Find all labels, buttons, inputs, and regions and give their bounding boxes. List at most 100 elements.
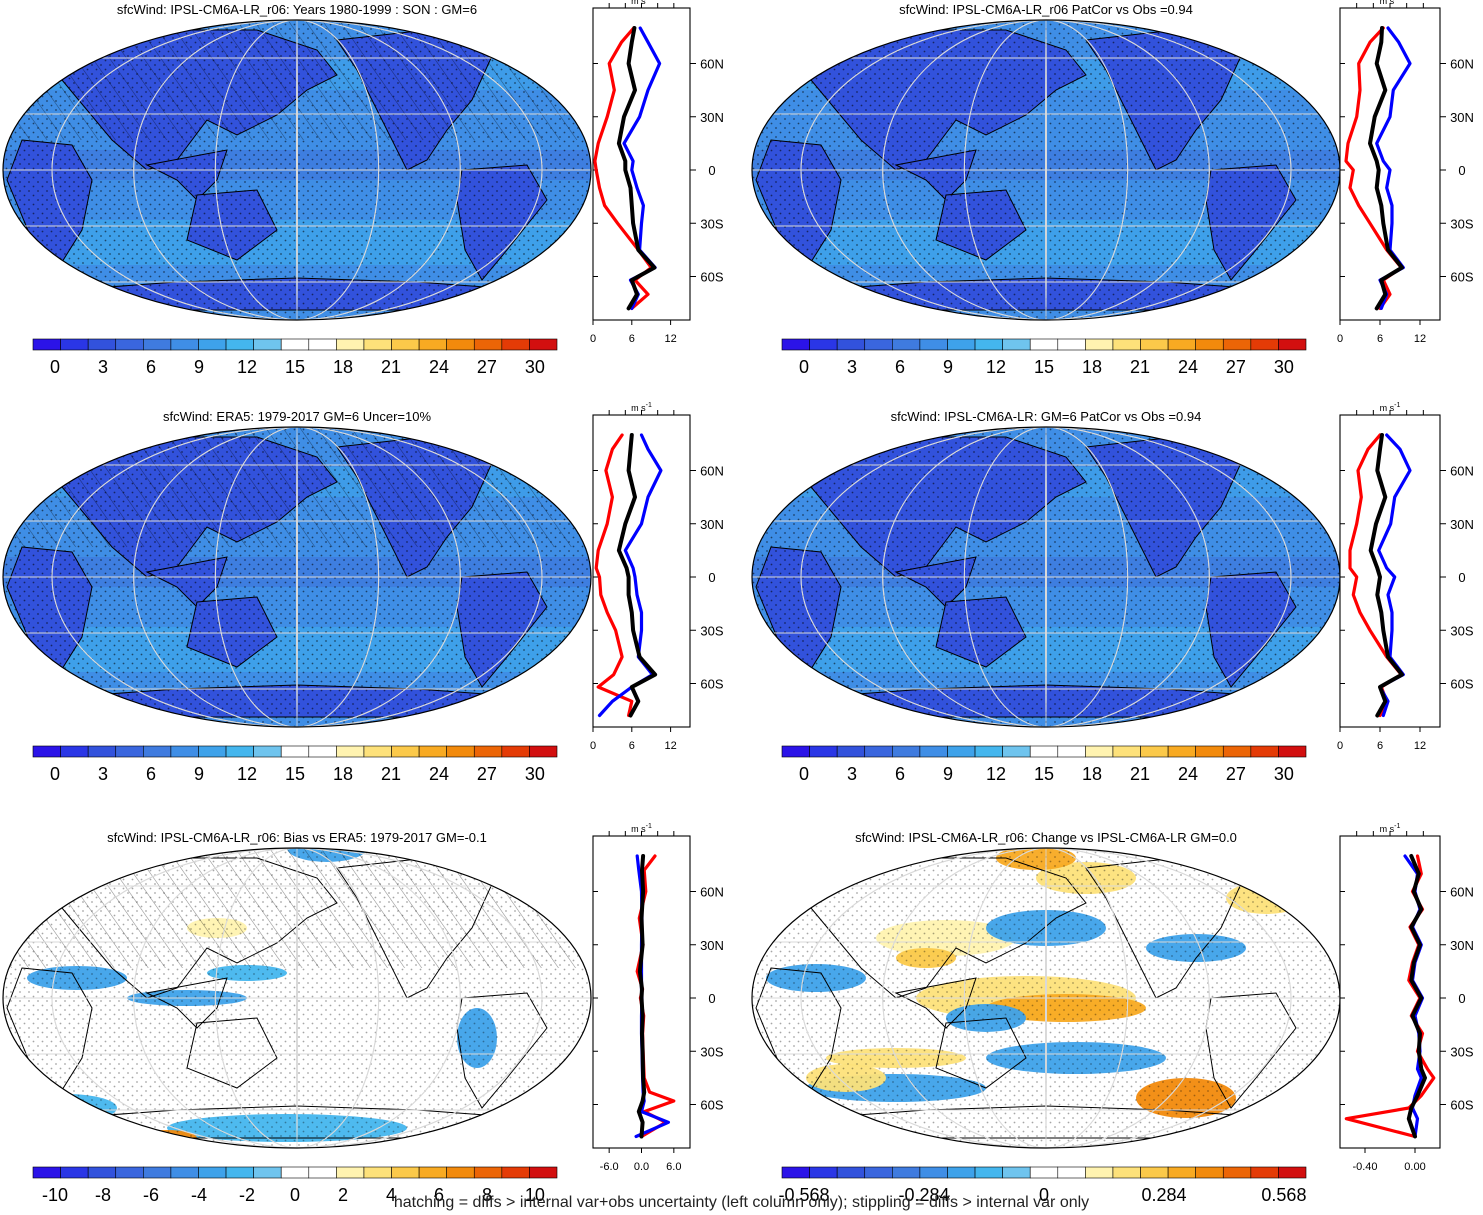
colorbar-swatch [919,1166,948,1179]
colorbar-tick-label: 18 [1082,764,1102,784]
profile-lat-label: 30N [1450,938,1474,953]
colorbar-swatch [501,1166,530,1179]
colorbar-tick-label: 12 [986,357,1006,377]
colorbar-swatch [1112,745,1141,758]
profile-x-label: 6 [629,740,635,752]
colorbar-swatch [280,745,310,758]
profile-lat-label: 30N [700,110,724,125]
colorbar-swatch [919,745,948,758]
profile-x-label: 6.0 [666,1161,681,1173]
profile-x-label: 12 [1414,740,1426,752]
colorbar-tick-label: 3 [847,764,857,784]
colorbar-tick-label: 30 [525,357,545,377]
colorbar-swatch [60,338,89,351]
profile-lat-label: 30N [700,938,724,953]
panel-title: sfcWind: IPSL-CM6A-LR_r06 PatCor vs Obs … [899,2,1193,17]
colorbar-tick-label: 18 [333,764,353,784]
profile-x-label: 0 [1337,740,1343,752]
colorbar-swatch [115,745,144,758]
colorbar-tick-label: 24 [429,357,449,377]
profile-lat-label: 0 [1458,570,1465,585]
colorbar-swatch [1057,745,1086,758]
profile-lat-label: 30S [700,216,723,231]
colorbar-tick-label: 9 [194,357,204,377]
profile-lat-label: 60S [1450,1098,1473,1113]
profile-x-label: -6.0 [600,1161,619,1173]
panel-title: sfcWind: IPSL-CM6A-LR_r06: Bias vs ERA5:… [107,830,487,845]
profile-line-mean [616,433,658,718]
colorbar-tick-label: -10 [42,1185,68,1205]
colorbar-tick-label: 2 [338,1185,348,1205]
colorbar-swatch [1222,1166,1252,1179]
profile-lat-label: 0 [1458,991,1465,1006]
profile-lat-label: 0 [708,163,715,178]
colorbar-swatch [1029,745,1059,758]
profile-lat-label: 60N [1450,464,1474,479]
colorbar-tick-label: 6 [146,764,156,784]
colorbar-swatch [947,338,976,351]
profile-line-mean [1406,854,1427,1139]
profile-x-label: 12 [664,740,676,752]
colorbar-swatch [1195,1166,1224,1179]
colorbar-swatch [253,1166,282,1179]
colorbar-swatch [1222,338,1252,351]
colorbar-swatch [864,1166,893,1179]
colorbar-swatch [225,338,254,351]
colorbar-tick-label: 15 [1034,357,1054,377]
colorbar-swatch [308,1166,337,1179]
colorbar-swatch [864,745,893,758]
colorbar-swatch [308,338,337,351]
colorbar-swatch [363,338,392,351]
colorbar-swatch [919,338,948,351]
colorbar-tick-label: 4 [386,1185,396,1205]
profile-lat-label: 60S [700,270,723,285]
profile-x-label: 6 [629,333,635,345]
colorbar-swatch [947,745,976,758]
panel-top-left: sfcWind: IPSL-CM6A-LR_r06: Years 1980-19… [2,0,724,377]
panel-title: sfcWind: IPSL-CM6A-LR_r06: Change vs IPS… [855,830,1237,845]
colorbar-swatch [60,1166,89,1179]
profile-unit-label: m s-1 [631,823,652,834]
profile-lat-label: 30S [700,623,723,638]
profile-line-mean [636,854,647,1139]
colorbar-swatch [143,338,172,351]
colorbar-swatch [32,745,61,758]
panel-middle-left: sfcWind: ERA5: 1979-2017 GM=6 Uncer=10% 0… [2,402,724,784]
map-field [752,427,1340,727]
colorbar-swatch [1250,338,1279,351]
colorbar-swatch [253,338,282,351]
colorbar-tick-label: 6 [895,357,905,377]
colorbar-swatch [1167,745,1196,758]
colorbar-swatch [501,745,530,758]
colorbar-swatch [1002,745,1031,758]
profile-line-mean [616,26,657,311]
colorbar-tick-label: 15 [285,764,305,784]
colorbar-swatch [308,745,337,758]
colorbar-swatch [529,1166,558,1179]
colorbar-swatch [809,1166,838,1179]
profile-frame [1339,835,1441,1149]
colorbar-swatch [1140,745,1169,758]
colorbar-swatch [473,338,503,351]
colorbar-tick-label: 0 [290,1185,300,1205]
colorbar-swatch [1029,1166,1059,1179]
colorbar-swatch [809,338,838,351]
colorbar-tick-label: 24 [1178,764,1198,784]
colorbar-tick-label: 27 [1226,764,1246,784]
colorbar-swatch [280,1166,310,1179]
profile-x-label: 6 [1377,740,1383,752]
colorbar-swatch [1195,745,1224,758]
colorbar-swatch [336,338,365,351]
profile-x-label: 0 [590,333,596,345]
profile-lat-label: 60N [700,57,724,72]
panel-bottom-left: sfcWind: IPSL-CM6A-LR_r06: Bias vs ERA5:… [2,823,724,1205]
profile-lat-label: 60S [700,1098,723,1113]
profile-lat-label: 30N [1450,517,1474,532]
panel-title: sfcWind: IPSL-CM6A-LR_r06: Years 1980-19… [117,2,477,17]
colorbar-swatch [198,745,227,758]
profile-lat-label: 60N [1450,57,1474,72]
colorbar-tick-label: 18 [1082,357,1102,377]
colorbar-swatch [280,338,310,351]
colorbar-tick-label: 9 [943,357,953,377]
